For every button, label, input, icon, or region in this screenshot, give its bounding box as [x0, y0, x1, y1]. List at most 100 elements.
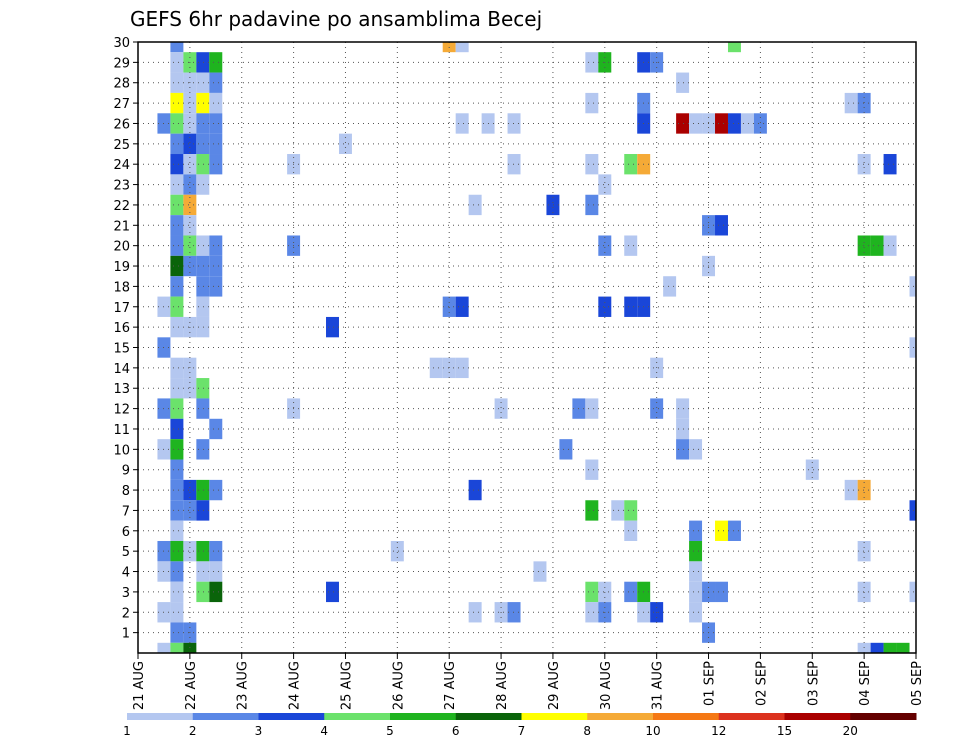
heatmap-cell: [196, 255, 210, 277]
colorbar-label: 4: [320, 724, 328, 738]
x-axis: 21 AUG 22 AUG 23 AUG 24 AUG 25 AUG 26 AUG 27 A…: [132, 653, 925, 710]
x-tick-label: 05 SEP: [910, 661, 925, 706]
heatmap-cell: [170, 174, 184, 195]
y-tick-label: 11: [113, 423, 130, 438]
heatmap-cell: [196, 540, 210, 562]
heatmap-cell: [909, 500, 916, 521]
y-tick-label: 20: [113, 240, 130, 255]
y-tick-label: 9: [122, 464, 130, 479]
x-tick-label: 21 AUG: [132, 661, 147, 710]
heatmap-cell: [209, 561, 223, 582]
heatmap-cell: [170, 622, 184, 643]
heatmap-cell: [715, 520, 728, 541]
heatmap-cell: [326, 581, 339, 603]
y-tick-label: 4: [122, 566, 130, 581]
heatmap-cell: [209, 52, 223, 73]
heatmap-cell: [598, 296, 612, 317]
heatmap-cell: [183, 92, 197, 114]
heatmap-cell: [585, 154, 599, 175]
x-tick-label: 01 SEP: [703, 661, 718, 706]
heatmap-cell: [209, 72, 223, 93]
x-tick-label: 26 AUG: [391, 661, 406, 710]
heatmap-cell: [196, 133, 210, 155]
heatmap-cell: [689, 602, 703, 623]
colorbar-label: 7: [518, 724, 526, 738]
heatmap-cell: [598, 581, 612, 603]
heatmap-cell: [689, 540, 703, 562]
heatmap-cell: [183, 133, 197, 155]
heatmap-cells: [157, 42, 916, 653]
x-tick-label: 30 AUG: [599, 661, 614, 710]
y-tick-label: 2: [122, 606, 130, 621]
colorbar-swatch: [521, 713, 588, 720]
heatmap-cell: [857, 235, 871, 256]
heatmap-cell: [209, 479, 223, 501]
heatmap-cell: [183, 194, 197, 216]
y-tick-label: 5: [122, 545, 130, 560]
x-tick-label: 29 AUG: [547, 661, 562, 710]
heatmap-cell: [715, 113, 728, 134]
y-axis: 1234567891011121314151617181920212223242…: [113, 36, 138, 642]
heatmap-cell: [507, 602, 521, 623]
heatmap-cell: [196, 479, 210, 501]
y-tick-label: 7: [122, 504, 130, 519]
heatmap-cell: [209, 154, 223, 175]
heatmap-cell: [170, 561, 184, 582]
y-tick-label: 10: [113, 443, 130, 458]
heatmap-cell: [209, 418, 223, 440]
heatmap-cell: [585, 500, 599, 521]
heatmap-cell: [883, 235, 897, 256]
heatmap-cell: [183, 378, 197, 399]
colorbar-legend: 1 2 3 4 5 6 7 8 10 12 15 20: [123, 713, 917, 738]
heatmap-cell: [196, 174, 210, 195]
heatmap-cell: [196, 316, 210, 338]
heatmap-cell: [883, 154, 897, 175]
heatmap-cell: [598, 174, 612, 195]
y-tick-label: 8: [122, 484, 130, 499]
heatmap-cell: [196, 500, 210, 521]
heatmap-cell: [209, 276, 223, 297]
heatmap-cell: [598, 235, 612, 256]
heatmap-cell: [170, 602, 184, 623]
heatmap-cell: [170, 154, 184, 175]
heatmap-cell: [157, 642, 171, 653]
heatmap-cell: [196, 398, 210, 419]
heatmap-cell: [455, 113, 469, 134]
y-tick-label: 22: [113, 199, 130, 214]
heatmap-cell: [455, 296, 469, 317]
heatmap-cell: [624, 581, 638, 603]
heatmap-cell: [170, 418, 184, 440]
heatmap-cell: [624, 520, 638, 541]
heatmap-cell: [611, 500, 625, 521]
colorbar-label: 2: [189, 724, 197, 738]
heatmap-cell: [585, 459, 599, 480]
x-tick-label: 24 AUG: [288, 661, 303, 710]
heatmap-cell: [689, 439, 703, 460]
heatmap-cell: [676, 113, 690, 134]
x-tick-label: 25 AUG: [339, 661, 354, 710]
heatmap-cell: [507, 154, 521, 175]
heatmap-cell: [909, 276, 916, 297]
colorbar-swatch: [718, 713, 785, 720]
heatmap-cell: [196, 154, 210, 175]
heatmap-cell: [585, 398, 599, 419]
heatmap-cell: [740, 113, 754, 134]
y-tick-label: 25: [113, 138, 130, 153]
colorbar-swatch: [455, 713, 522, 720]
colorbar-label: 20: [843, 724, 858, 738]
heatmap-cell: [468, 602, 482, 623]
heatmap-cell: [676, 418, 690, 440]
y-tick-label: 14: [113, 362, 130, 377]
heatmap-cell: [183, 113, 197, 134]
heatmap-cell: [196, 113, 210, 134]
heatmap-cell: [183, 215, 197, 236]
heatmap-cell: [326, 316, 339, 338]
y-tick-label: 29: [113, 56, 130, 71]
heatmap-cell: [390, 540, 404, 562]
heatmap-cell: [857, 154, 871, 175]
heatmap-cell: [170, 42, 184, 53]
heatmap-cell: [170, 500, 184, 521]
colorbar-swatch: [258, 713, 325, 720]
y-tick-label: 30: [113, 36, 130, 51]
